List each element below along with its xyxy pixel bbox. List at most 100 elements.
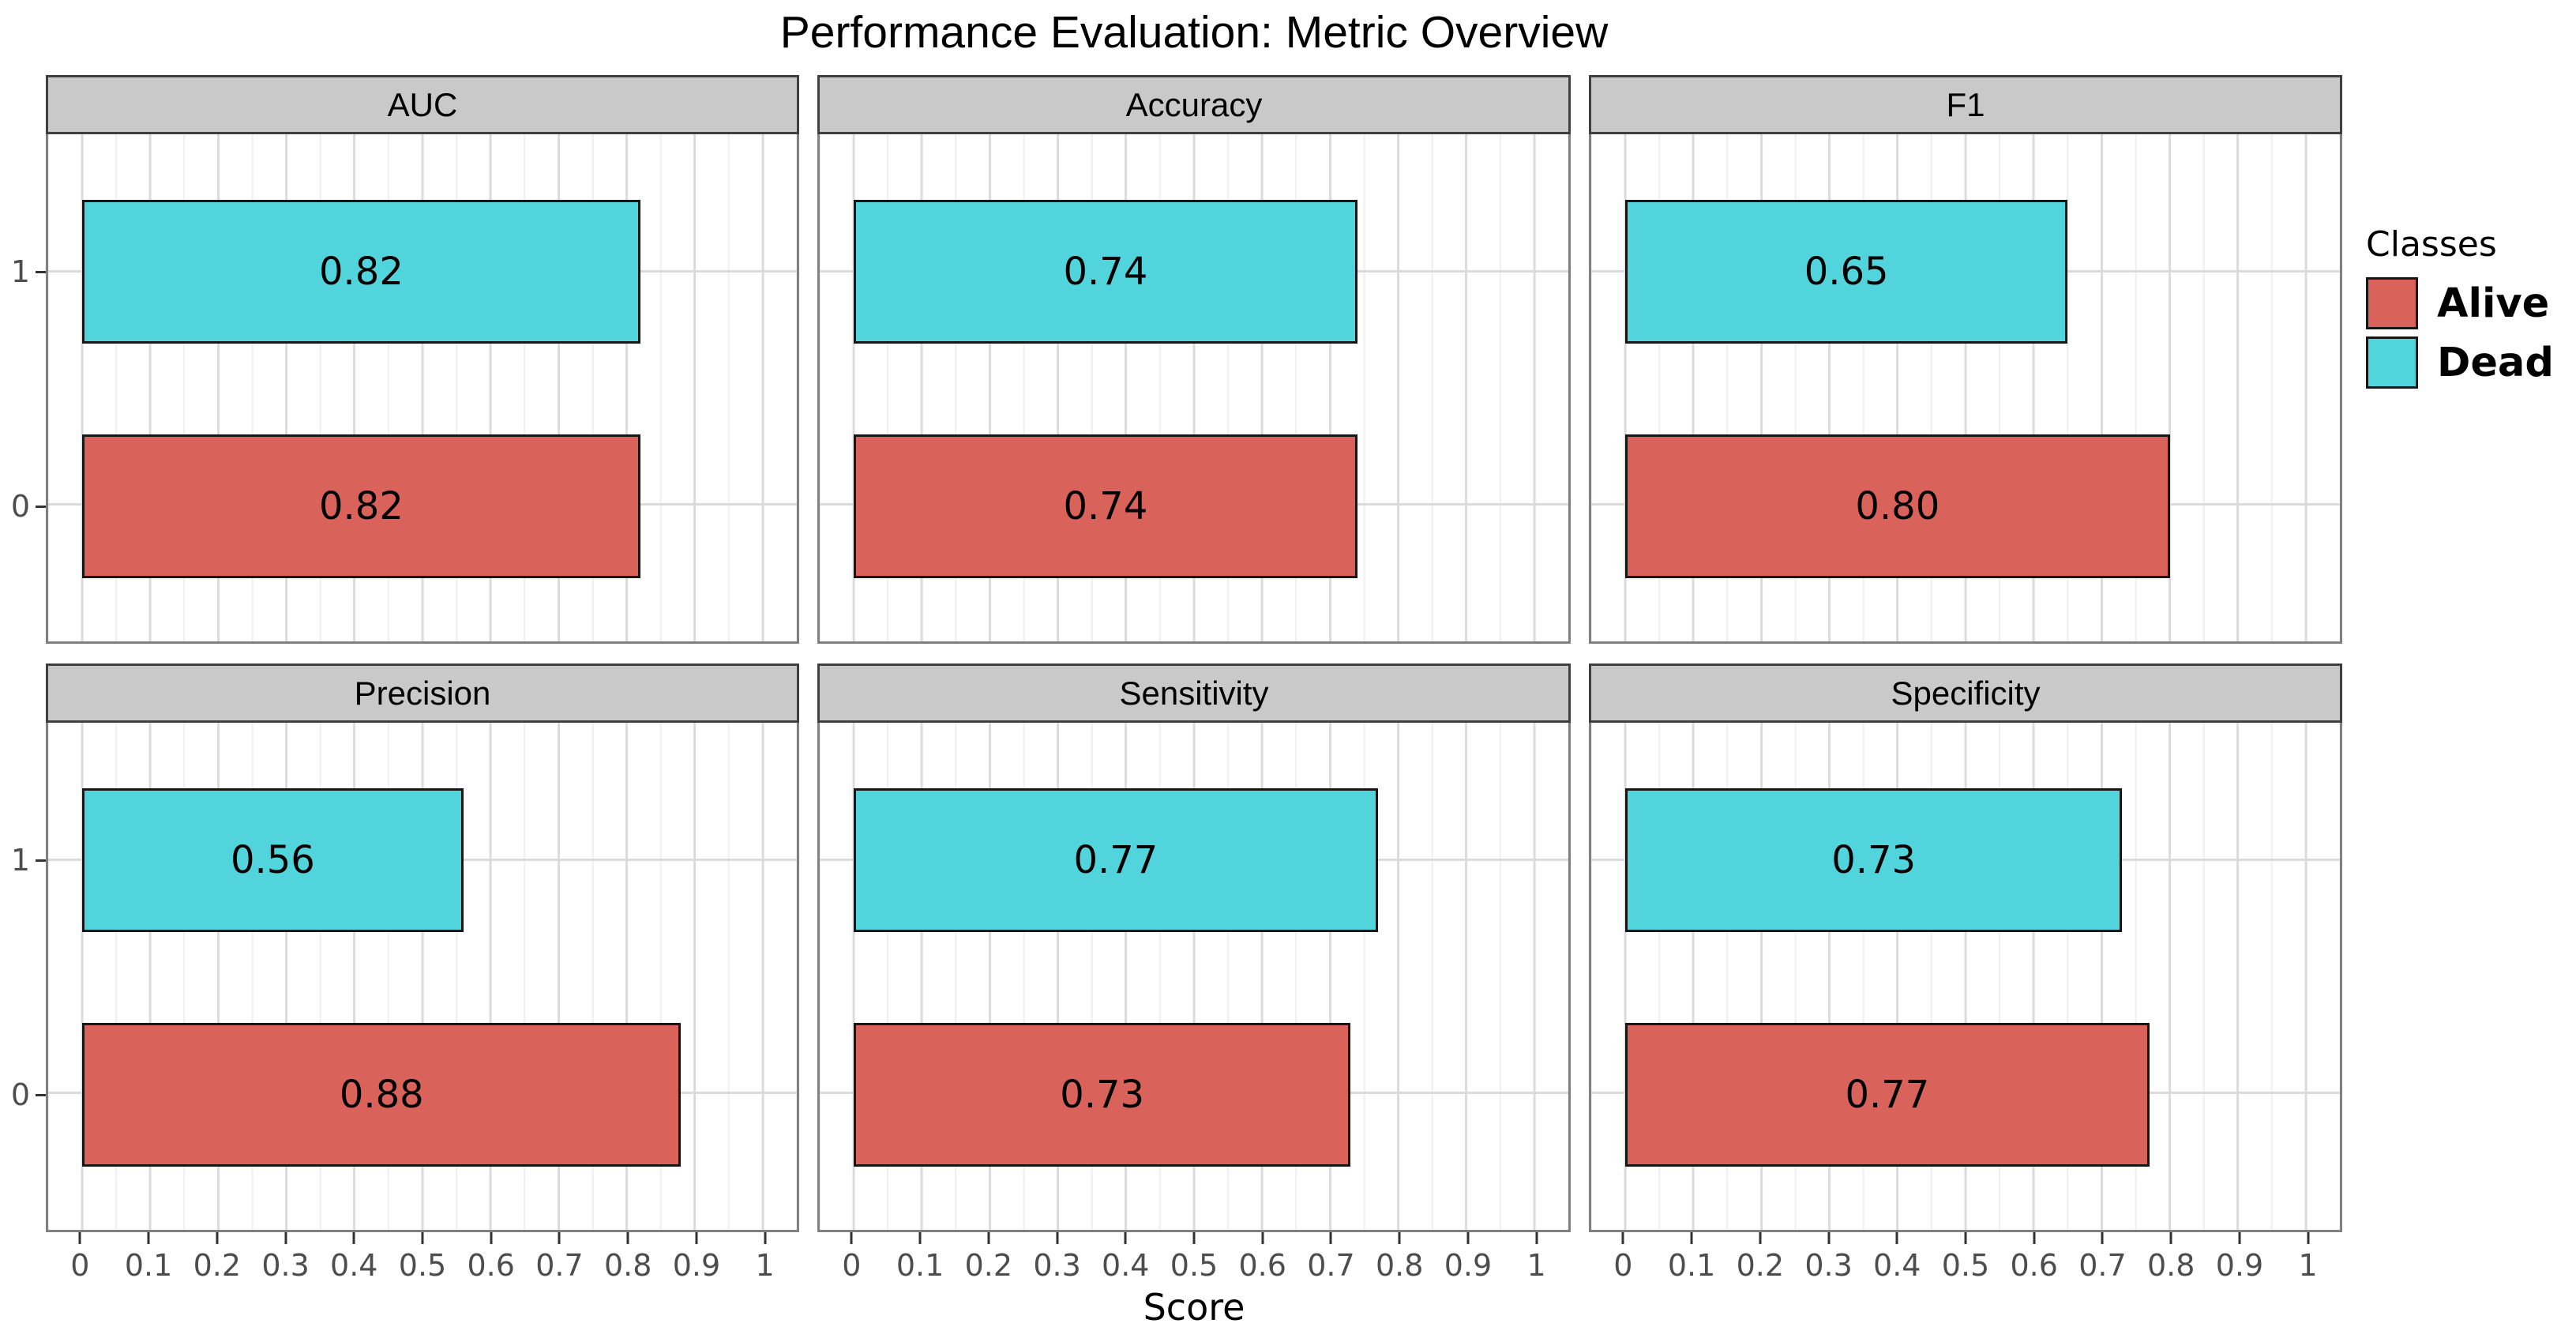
x-tick-label: 0.7 <box>1307 1248 1355 1283</box>
bar-alive: 0.80 <box>1625 434 2170 578</box>
bar-alive: 0.88 <box>82 1023 682 1167</box>
facet-strip: Sensitivity <box>817 663 1571 723</box>
x-tick-label: 0.1 <box>124 1248 173 1283</box>
x-tick-mark <box>2033 1232 2036 1244</box>
bar-value-label: 0.65 <box>1804 250 1889 294</box>
facet-strip: Accuracy <box>817 75 1571 134</box>
x-tick-mark <box>1124 1232 1127 1244</box>
x-tick-label: 0.3 <box>1033 1248 1081 1283</box>
x-tick-label: 1 <box>755 1248 775 1283</box>
facet-strip-label: AUC <box>387 85 458 123</box>
bar-value-label: 0.74 <box>1063 484 1148 528</box>
legend-label: Dead <box>2437 339 2554 386</box>
bar-alive: 0.74 <box>854 434 1357 578</box>
x-tick-mark <box>1398 1232 1401 1244</box>
bar-value-label: 0.73 <box>1060 1073 1145 1117</box>
x-tick-mark <box>1690 1232 1693 1244</box>
x-tick-label: 0.6 <box>2010 1248 2058 1283</box>
x-tick-label: 0.8 <box>603 1248 652 1283</box>
legend: Classes Alive Dead <box>2366 224 2554 396</box>
x-tick-label: 0.1 <box>1667 1248 1716 1283</box>
bar-value-label: 0.56 <box>230 838 315 882</box>
y-tick-mark <box>36 505 46 508</box>
legend-title: Classes <box>2366 224 2497 265</box>
facet-panel: 0.73 0.77 <box>1589 723 2342 1232</box>
x-tick-label: 0.7 <box>535 1248 584 1283</box>
facet-strip: Precision <box>46 663 799 723</box>
x-tick-label: 0.5 <box>1170 1248 1219 1283</box>
bar-value-label: 0.80 <box>1855 484 1940 528</box>
x-tick-mark <box>1056 1232 1059 1244</box>
y-tick-mark <box>36 859 46 862</box>
bar-dead: 0.77 <box>854 788 1378 932</box>
facet-strip: AUC <box>46 75 799 134</box>
x-tick-mark <box>987 1232 990 1244</box>
facet-panel: 0.56 0.88 <box>46 723 799 1232</box>
bar-value-label: 0.88 <box>339 1073 424 1117</box>
x-tick-label: 0.3 <box>261 1248 310 1283</box>
legend-swatch-alive <box>2366 277 2418 329</box>
x-tick-label: 0.9 <box>1444 1248 1493 1283</box>
facet-strip-label: Accuracy <box>1125 85 1263 123</box>
bar-alive: 0.77 <box>1625 1023 2150 1167</box>
x-tick-mark <box>421 1232 424 1244</box>
facet-strip: F1 <box>1589 75 2342 134</box>
x-tick-mark <box>352 1232 355 1244</box>
facet-precision: Precision 0.56 0.88 0 0.1 0.2 0.3 0.4 0.5 0.6 0… <box>46 663 799 1283</box>
facet-strip-label: Sensitivity <box>1119 674 1269 712</box>
facet-strip-label: Precision <box>354 674 491 712</box>
x-tick-label: 1 <box>1526 1248 1546 1283</box>
x-tick-label: 0.2 <box>1736 1248 1785 1283</box>
y-tick-label: 0 <box>10 1077 30 1112</box>
bar-alive: 0.82 <box>82 434 640 578</box>
bar-dead: 0.74 <box>854 200 1357 344</box>
bar-value-label: 0.82 <box>318 484 404 528</box>
legend-item-alive: Alive <box>2366 277 2554 329</box>
bar-dead: 0.82 <box>82 200 640 344</box>
x-tick-label: 0.3 <box>1804 1248 1853 1283</box>
x-tick-mark <box>216 1232 219 1244</box>
y-tick-1: 1 <box>11 843 46 878</box>
bar-value-label: 0.73 <box>1831 838 1917 882</box>
facet-auc: AUC 0.82 0.82 <box>46 75 799 644</box>
x-tick-mark <box>558 1232 561 1244</box>
y-tick-mark <box>36 270 46 273</box>
legend-swatch-dead <box>2366 336 2418 389</box>
bar-value-label: 0.82 <box>318 250 404 294</box>
chart-title: Performance Evaluation: Metric Overview <box>779 7 1609 58</box>
x-axis: 0 0.1 0.2 0.3 0.4 0.5 0.6 0.7 0.8 0.9 1 <box>1589 1232 2342 1295</box>
y-tick-label: 1 <box>10 843 30 878</box>
x-tick-mark <box>490 1232 493 1244</box>
x-tick-mark <box>2169 1232 2172 1244</box>
y-tick-0: 0 <box>11 1077 46 1112</box>
x-tick-mark <box>2101 1232 2104 1244</box>
x-tick-mark <box>78 1232 81 1244</box>
y-axis-row-1: 1 0 <box>0 75 46 644</box>
x-tick-mark <box>695 1232 698 1244</box>
x-tick-mark <box>1535 1232 1538 1244</box>
x-tick-label: 0.2 <box>964 1248 1013 1283</box>
facet-panel: 0.65 0.80 <box>1589 134 2342 644</box>
x-tick-label: 0.9 <box>2215 1248 2264 1283</box>
y-tick-1: 1 <box>11 254 46 289</box>
x-tick-mark <box>1261 1232 1264 1244</box>
y-tick-0: 0 <box>11 489 46 524</box>
facet-panel: 0.77 0.73 <box>817 723 1571 1232</box>
x-tick-mark <box>284 1232 287 1244</box>
bar-dead: 0.65 <box>1625 200 2068 344</box>
x-tick-mark <box>764 1232 767 1244</box>
x-tick-mark <box>147 1232 150 1244</box>
x-tick-label: 0.7 <box>2078 1248 2127 1283</box>
x-tick-label: 0.6 <box>467 1248 515 1283</box>
x-tick-mark <box>1192 1232 1196 1244</box>
y-tick-label: 0 <box>10 489 30 524</box>
bar-alive: 0.73 <box>854 1023 1351 1167</box>
x-tick-mark <box>626 1232 629 1244</box>
bar-value-label: 0.74 <box>1063 250 1148 294</box>
y-tick-label: 1 <box>10 254 30 289</box>
x-tick-label: 0.6 <box>1238 1248 1286 1283</box>
x-tick-label: 0.8 <box>1375 1248 1424 1283</box>
x-tick-label: 0.5 <box>398 1248 447 1283</box>
x-tick-label: 0.5 <box>1941 1248 1990 1283</box>
